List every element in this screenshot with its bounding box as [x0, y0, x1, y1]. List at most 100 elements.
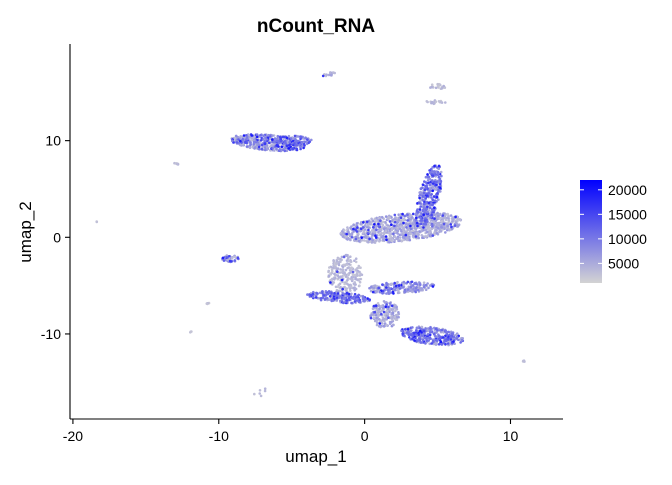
data-point: [382, 231, 386, 235]
data-point: [335, 296, 339, 299]
data-point: [442, 212, 445, 215]
data-point: [396, 291, 400, 295]
data-point: [406, 213, 409, 216]
data-point: [376, 302, 380, 305]
data-point: [435, 331, 438, 334]
data-point: [276, 137, 279, 140]
data-point: [430, 227, 434, 231]
data-point: [323, 298, 327, 301]
data-point: [277, 142, 281, 145]
data-point: [260, 147, 264, 151]
data-point: [336, 292, 340, 295]
data-point: [385, 323, 388, 327]
data-point: [390, 223, 393, 226]
data-point: [315, 294, 318, 297]
data-point: [427, 224, 431, 228]
data-point: [341, 232, 345, 235]
data-point: [358, 284, 361, 288]
data-point: [325, 73, 328, 76]
data-point: [372, 240, 375, 244]
data-point: [378, 322, 382, 325]
data-point: [351, 278, 354, 281]
data-point: [380, 304, 383, 308]
data-point: [329, 272, 332, 276]
data-point: [372, 219, 375, 223]
data-point: [402, 221, 405, 225]
data-point: [289, 137, 293, 140]
data-point: [350, 296, 354, 300]
data-point: [271, 138, 274, 141]
data-point: [399, 220, 402, 224]
data-point: [424, 283, 428, 287]
data-point: [368, 240, 372, 243]
data-point: [409, 224, 412, 228]
data-point: [423, 180, 426, 183]
data-point: [382, 310, 386, 314]
data-point: [257, 143, 261, 146]
data-point: [411, 326, 414, 329]
data-point: [425, 339, 428, 343]
x-tick-label: 10: [503, 428, 519, 444]
data-point: [306, 138, 309, 141]
data-point: [444, 343, 447, 346]
data-point: [401, 286, 405, 289]
data-point: [398, 239, 401, 243]
data-point: [438, 177, 442, 181]
data-point: [349, 260, 353, 264]
data-point: [405, 238, 409, 242]
data-point: [400, 233, 404, 236]
data-point: [395, 237, 398, 240]
data-point: [408, 238, 412, 242]
data-point: [434, 338, 438, 342]
data-point: [353, 288, 356, 291]
data-point: [322, 294, 326, 297]
data-point: [381, 309, 384, 312]
data-point: [382, 238, 385, 241]
data-point: [276, 134, 280, 138]
data-point: [377, 310, 380, 314]
data-point: [294, 138, 297, 141]
data-point: [228, 259, 232, 263]
data-point: [426, 282, 429, 285]
data-point: [263, 142, 267, 146]
data-point: [435, 232, 438, 235]
data-point: [424, 222, 428, 226]
data-point: [309, 293, 313, 297]
data-point: [258, 392, 262, 395]
data-point: [385, 286, 388, 289]
data-point: [386, 312, 389, 315]
data-point: [439, 170, 443, 174]
data-point: [263, 389, 267, 393]
data-point: [339, 271, 342, 274]
data-point: [410, 216, 414, 219]
chart-title: nCount_RNA: [257, 16, 375, 37]
data-point: [421, 338, 425, 342]
data-point: [426, 230, 429, 234]
data-point: [415, 221, 419, 225]
data-point: [273, 140, 276, 143]
data-point: [366, 235, 370, 238]
data-point: [523, 360, 526, 363]
data-point: [355, 296, 358, 299]
data-point: [440, 343, 444, 346]
data-point: [285, 144, 289, 147]
data-point: [422, 202, 426, 206]
data-point: [416, 202, 419, 205]
data-point: [340, 298, 344, 302]
data-point: [417, 236, 421, 240]
data-point: [422, 208, 425, 211]
data-point: [378, 228, 382, 232]
data-point: [345, 299, 349, 302]
data-point: [408, 336, 411, 339]
data-point: [397, 218, 401, 222]
data-point: [366, 240, 369, 244]
data-point: [253, 392, 256, 396]
data-point: [369, 289, 373, 293]
data-point: [408, 289, 412, 293]
data-point: [339, 285, 342, 289]
data-point: [379, 219, 382, 223]
data-point: [435, 195, 439, 199]
data-point: [347, 283, 351, 287]
data-point: [412, 212, 415, 216]
